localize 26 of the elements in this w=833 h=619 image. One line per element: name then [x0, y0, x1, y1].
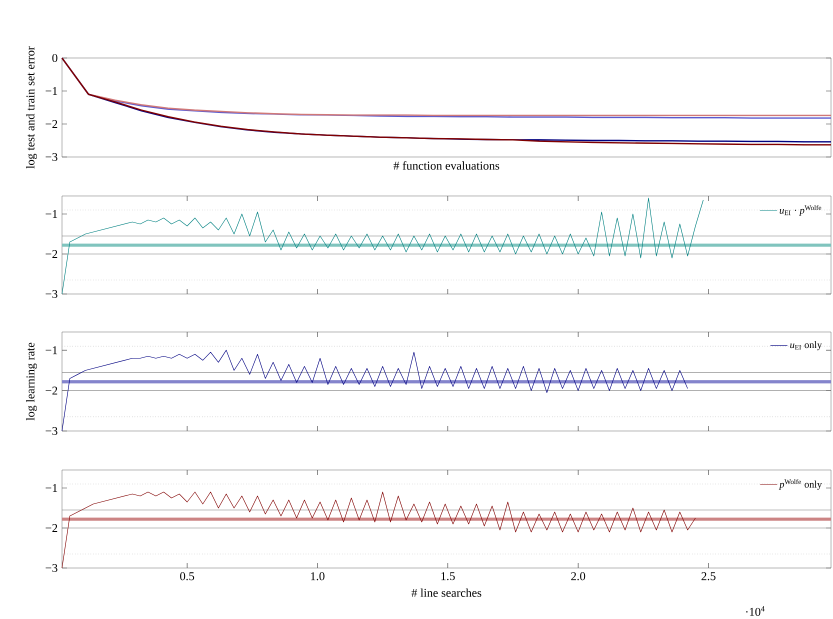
y-tick-label: −1 [46, 87, 58, 95]
y-tick-label: −2 [46, 250, 58, 258]
y-tick-label: −1 [46, 210, 58, 218]
y-tick-label: −3 [46, 290, 58, 298]
y-tick-label: 0 [52, 54, 58, 62]
x-axis-title: # line searches [412, 588, 482, 597]
y-tick-label: −3 [46, 564, 58, 572]
x-tick-label: 2.0 [571, 572, 586, 580]
y-tick-label: −3 [46, 152, 58, 161]
y-axis-title: log test and train set error [26, 46, 37, 169]
y-tick-label: −2 [46, 120, 58, 128]
y-tick-label: −3 [46, 426, 58, 436]
y-tick-label: −2 [46, 524, 58, 532]
y-tick-label: −1 [46, 346, 58, 354]
y-tick-label: −1 [46, 484, 58, 492]
text: ·10$^{4}$ [746, 606, 765, 616]
legend-label: u$_{EI}$ only [790, 341, 822, 350]
y-axis-title: log learning rate [26, 342, 37, 420]
x-axis-title: # function evaluations [394, 161, 500, 170]
y-tick-label: −2 [46, 386, 58, 395]
legend-label: u$_{EI}$ · p$^{Wolfe}$ [780, 205, 822, 216]
x-tick-label: 1.5 [441, 572, 455, 580]
legend-label: p$^{Wolfe}$ only [778, 479, 822, 490]
x-tick-label: 2.5 [702, 572, 716, 580]
x-tick-label: 0.5 [180, 572, 194, 580]
x-tick-label: 1.0 [311, 572, 324, 580]
